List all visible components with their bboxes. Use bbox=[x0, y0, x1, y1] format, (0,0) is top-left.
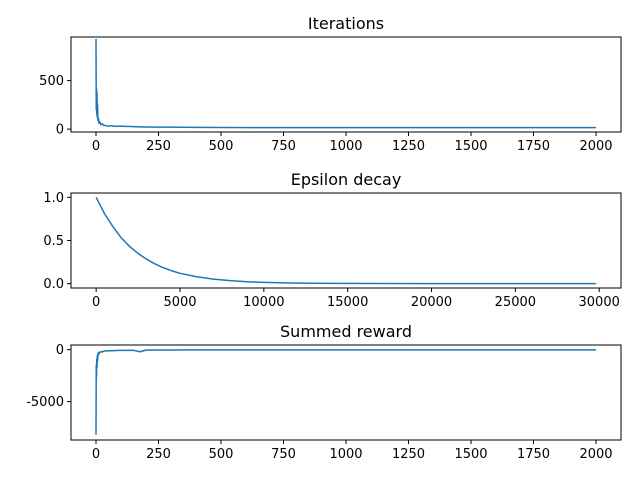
plot-frame bbox=[70, 344, 622, 441]
plot-frame bbox=[70, 36, 622, 133]
x-tick-label: 15000 bbox=[327, 295, 368, 310]
plot-frame bbox=[70, 192, 622, 289]
x-tick-label: 0 bbox=[92, 295, 100, 310]
series-line bbox=[95, 38, 596, 129]
y-tick-label: 0 bbox=[56, 343, 64, 358]
x-tick-label: 250 bbox=[146, 447, 171, 462]
series-line bbox=[95, 349, 596, 435]
chart-summed-reward: Summed reward 0 250 500 750 1000 1250 1500 1750 2… bbox=[26, 322, 622, 462]
x-tick-label: 500 bbox=[209, 447, 234, 462]
x-tick-label: 1500 bbox=[454, 447, 487, 462]
chart-title: Iterations bbox=[308, 14, 384, 33]
x-tick-label: 1250 bbox=[392, 139, 425, 154]
x-tick-label: 25000 bbox=[495, 295, 536, 310]
y-tick-label: 0 bbox=[56, 123, 64, 138]
chart-iterations: Iterations 0 250 500 750 1000 1250 1500 1750 2000… bbox=[39, 14, 622, 154]
x-tick-label: 750 bbox=[271, 139, 296, 154]
x-tick-label: 30000 bbox=[579, 295, 620, 310]
x-tick-label: 500 bbox=[209, 139, 234, 154]
x-tick-label: 1750 bbox=[517, 139, 550, 154]
chart-title: Summed reward bbox=[280, 322, 412, 341]
chart-title: Epsilon decay bbox=[291, 170, 402, 189]
y-tick-label: 0.0 bbox=[43, 277, 64, 292]
x-tick-label: 1250 bbox=[392, 447, 425, 462]
x-tick-label: 5000 bbox=[163, 295, 196, 310]
y-tick-label: 0.5 bbox=[43, 234, 64, 249]
x-tick-label: 1500 bbox=[454, 139, 487, 154]
x-tick-label: 1750 bbox=[517, 447, 550, 462]
y-tick-label: -5000 bbox=[26, 395, 64, 410]
x-tick-label: 750 bbox=[271, 447, 296, 462]
x-tick-label: 0 bbox=[92, 447, 100, 462]
x-tick-label: 20000 bbox=[411, 295, 452, 310]
chart-epsilon-decay: Epsilon decay 0 5000 10000 15000 20000 25000 30… bbox=[43, 170, 622, 310]
x-tick-label: 2000 bbox=[579, 447, 612, 462]
x-tick-label: 2000 bbox=[579, 139, 612, 154]
x-tick-label: 0 bbox=[92, 139, 100, 154]
x-tick-label: 1000 bbox=[329, 447, 362, 462]
x-tick-label: 1000 bbox=[329, 139, 362, 154]
x-tick-label: 250 bbox=[146, 139, 171, 154]
y-tick-label: 1.0 bbox=[43, 191, 64, 206]
x-tick-label: 10000 bbox=[243, 295, 284, 310]
series-line bbox=[95, 196, 596, 285]
y-tick-label: 500 bbox=[39, 74, 64, 89]
